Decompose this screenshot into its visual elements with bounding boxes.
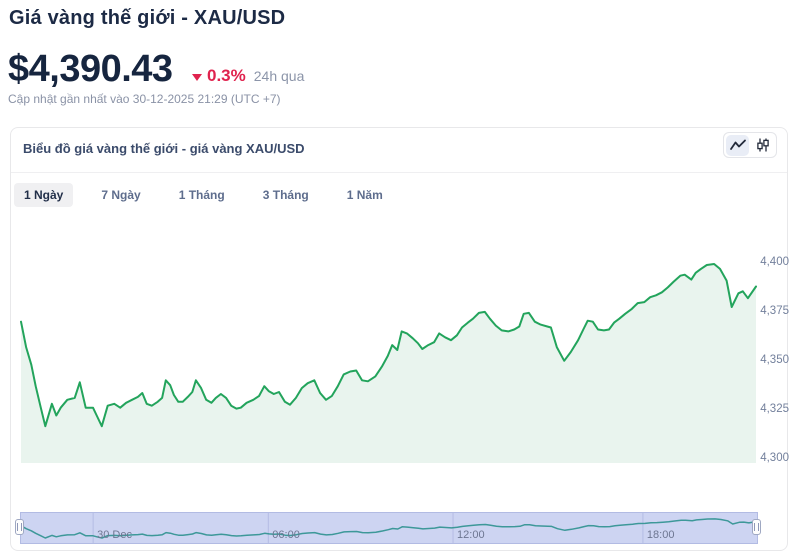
price-line	[20, 263, 757, 428]
chart-type-toolbar	[723, 132, 777, 158]
tab-1-day[interactable]: 1 Ngày	[14, 183, 74, 207]
y-axis-label: 4,350	[760, 353, 789, 366]
nav-time-label: 06:00	[272, 529, 300, 541]
nav-handle-right[interactable]	[752, 519, 761, 535]
price-change-percent: 0.3%	[207, 66, 246, 85]
header-divider	[11, 172, 787, 173]
y-axis-label: 4,375	[760, 304, 789, 317]
current-price: $4,390.43	[8, 48, 173, 90]
tab-1-year[interactable]: 1 Năm	[346, 188, 383, 202]
navigator-brush[interactable]: 30 Dec 06:00 12:00 18:00	[20, 512, 758, 544]
nav-handle-left[interactable]	[15, 519, 24, 535]
chart-card-title: Biểu đồ giá vàng thế giới - giá vàng XAU…	[23, 141, 305, 156]
line-chart-button[interactable]	[726, 134, 749, 156]
candlestick-chart-button[interactable]	[751, 135, 774, 156]
nav-time-label: 12:00	[457, 529, 485, 541]
line-chart-icon	[729, 139, 746, 150]
price-area	[21, 264, 756, 463]
tab-3-months[interactable]: 3 Tháng	[262, 188, 309, 202]
navigator-chart	[20, 513, 758, 543]
price-change-badge: 0.3% 24h qua	[192, 66, 304, 86]
tab-1-month[interactable]: 1 Tháng	[178, 188, 225, 202]
last-updated: Cập nhật gần nhất vào 30-12-2025 21:29 (…	[8, 92, 281, 106]
range-tabs: 1 Ngày 7 Ngày 1 Tháng 3 Tháng 1 Năm	[14, 183, 393, 207]
price-chart[interactable]	[20, 240, 757, 463]
price-down-arrow-icon	[192, 73, 202, 81]
chart-card: Biểu đồ giá vàng thế giới - giá vàng XAU…	[10, 127, 789, 551]
y-axis-label: 4,325	[760, 402, 789, 415]
candlestick-icon	[756, 138, 769, 152]
navigator-line	[20, 518, 758, 539]
page-title: Giá vàng thế giới - XAU/USD	[9, 7, 286, 29]
nav-time-label: 18:00	[646, 529, 675, 541]
y-axis-label: 4,400	[760, 256, 789, 268]
tab-7-days[interactable]: 7 Ngày	[101, 188, 141, 202]
y-axis-label: 4,300	[760, 451, 789, 464]
nav-time-label: 30 Dec	[97, 529, 132, 541]
price-change-period: 24h qua	[253, 68, 305, 84]
